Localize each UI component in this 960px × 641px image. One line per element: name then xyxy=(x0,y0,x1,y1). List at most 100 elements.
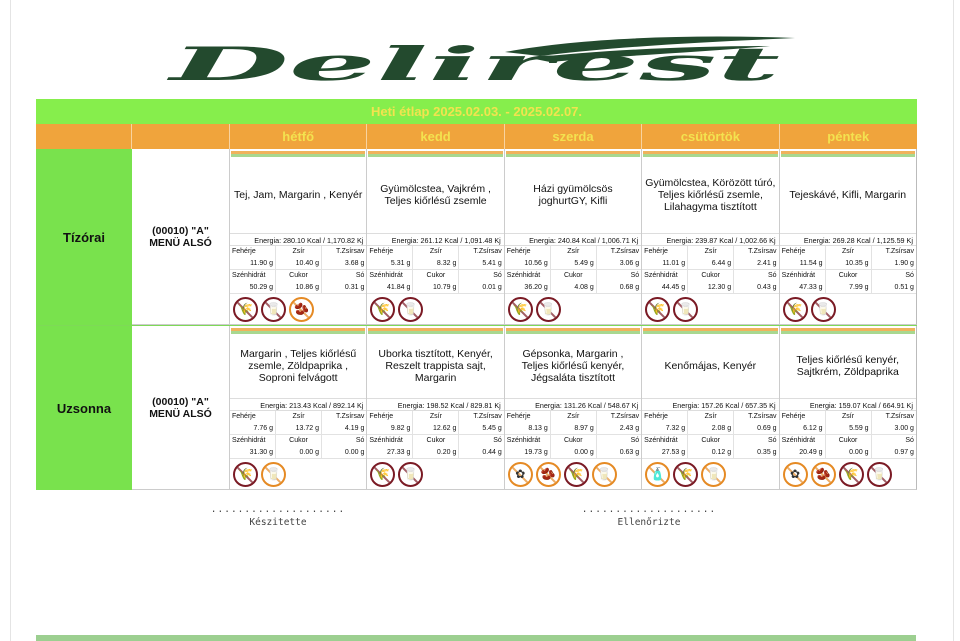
milk-icon: 🥛 xyxy=(261,461,286,487)
menu-cell: Gépsonka, Margarin , Teljes kiőrlésű ken… xyxy=(504,326,643,490)
energy-value: Energia: 280.10 Kcal / 1,170.82 Kj xyxy=(230,233,367,246)
weekly-menu-table: Heti étlap 2025.02.03. - 2025.02.07. hét… xyxy=(36,99,917,490)
sat-fat-value: 5.41 g xyxy=(459,258,504,270)
allergen-glyph: 🥛 xyxy=(403,467,419,481)
nutrient-label: Zsír xyxy=(551,411,597,423)
cell-stripe xyxy=(643,328,778,334)
gluten-icon: 🌾 xyxy=(645,296,671,322)
nutrient-label: Cukor xyxy=(413,435,460,447)
day-header: péntek xyxy=(827,129,870,144)
allergen-glyph: 🌾 xyxy=(568,467,584,481)
nutrient-label: Szénhidrát xyxy=(367,435,414,447)
milk-icon: 🥛 xyxy=(591,461,617,487)
meal-row: Uzsonna (00010) "A" MENÜ ALSÓ Margarin , … xyxy=(36,326,917,490)
menu-cell: Uborka tisztított, Kenyér, Reszelt trapp… xyxy=(367,326,505,490)
nutrition-grid: Fehérje Zsír T.Zsírsav 10.56 g 5.49 g 3.… xyxy=(504,246,642,294)
dish-name: Tejeskávé, Kifli, Margarin xyxy=(789,189,907,201)
cell-stripe xyxy=(231,328,366,334)
nutrient-label: Cukor xyxy=(688,435,735,447)
sugar-value: 10.79 g xyxy=(413,282,460,294)
nutrient-label: Fehérje xyxy=(780,246,826,258)
nutrition-grid: Fehérje Zsír T.Zsírsav 9.82 g 12.62 g 5.… xyxy=(367,411,504,459)
nutrient-label: Zsír xyxy=(688,246,735,258)
soy-icon: 🫘 xyxy=(535,461,561,487)
nutrient-label: Zsír xyxy=(413,246,460,258)
dish-name: Házi gyümölcsös joghurtGY, Kifli xyxy=(533,183,613,207)
nutrition-grid: Fehérje Zsír T.Zsírsav 11.01 g 6.44 g 2.… xyxy=(642,246,779,294)
allergen-glyph: 🫘 xyxy=(540,467,556,481)
menu-cell: Tejeskávé, Kifli, Margarin Energia: 269.… xyxy=(779,149,917,325)
nutrient-label: Só xyxy=(768,437,777,444)
sugar-value: 0.00 g xyxy=(550,447,597,459)
nutrient-label: Szénhidrát xyxy=(780,435,826,447)
nutrition-grid: Fehérje Zsír T.Zsírsav 11.54 g 10.35 g 1… xyxy=(779,246,916,294)
nutrient-label: Fehérje xyxy=(230,246,276,258)
signature-label: Készitette xyxy=(249,517,307,528)
logo-graphic: Delirest xyxy=(164,36,795,90)
logo-text: Delirest xyxy=(164,37,780,90)
carbs-value: 44.45 g xyxy=(642,282,689,294)
nutrient-label: Fehérje xyxy=(230,411,276,423)
dish-name: Tej, Jam, Margarin , Kenyér xyxy=(234,189,363,201)
sat-fat-value: 3.68 g xyxy=(322,258,367,270)
menu-cell: Gyümölcstea, Vajkrém , Teljes kiőrlésű z… xyxy=(367,149,505,325)
carbs-value: 27.33 g xyxy=(367,447,414,459)
sugar-value: 0.00 g xyxy=(276,447,322,459)
menu-cell: Kenőmájas, Kenyér Energia: 157.26 Kcal /… xyxy=(642,326,780,490)
nutrition-grid: Fehérje Zsír T.Zsírsav 11.90 g 10.40 g 3… xyxy=(230,246,367,294)
allergen-glyph: 🌾 xyxy=(375,302,391,316)
nutrient-label: Cukor xyxy=(551,435,597,447)
gluten-icon: 🌾 xyxy=(563,461,589,487)
gluten-icon: 🌾 xyxy=(370,461,396,487)
nutrient-label: Só xyxy=(630,272,640,279)
milk-icon: 🥛 xyxy=(261,296,286,322)
meal-row: Tízórai (00010) "A" MENÜ ALSÓ Tej, Jam, M… xyxy=(36,149,917,325)
protein-value: 7.32 g xyxy=(642,423,689,435)
fat-value: 10.35 g xyxy=(825,258,872,270)
nutrient-label: Só xyxy=(905,272,914,279)
cell-stripe xyxy=(780,328,915,334)
carbs-value: 31.30 g xyxy=(230,447,276,459)
allergen-glyph: 🧴 xyxy=(650,467,666,481)
gluten-icon: 🌾 xyxy=(782,296,808,322)
milk-icon: 🥛 xyxy=(866,461,892,487)
nutrient-label: Fehérje xyxy=(505,411,551,423)
protein-value: 11.90 g xyxy=(230,258,276,270)
fat-value: 5.49 g xyxy=(550,258,597,270)
nutrition-grid: Fehérje Zsír T.Zsírsav 5.31 g 8.32 g 5.4… xyxy=(367,246,504,294)
cell-stripe xyxy=(505,151,641,157)
allergen-glyph: 🌾 xyxy=(787,302,803,316)
nutrient-label: Szénhidrát xyxy=(642,270,689,282)
dish-name: Gyümölcstea, Vajkrém , Teljes kiőrlésű z… xyxy=(380,183,491,207)
allergen-icons: 🌾 🥛 xyxy=(367,459,503,489)
corner-cell xyxy=(36,124,132,149)
nutrient-label: Szénhidrát xyxy=(505,270,551,282)
energy-value: Energia: 261.12 Kcal / 1,091.48 Kj xyxy=(367,233,504,246)
day-header: kedd xyxy=(367,124,505,149)
energy-value: Energia: 157.26 Kcal / 657.35 Kj xyxy=(642,398,779,411)
soy-icon: 🫘 xyxy=(289,296,314,322)
allergen-glyph: 🌾 xyxy=(512,302,528,316)
fat-value: 8.97 g xyxy=(550,423,597,435)
nutrient-label: T.Zsírsav xyxy=(885,248,914,255)
allergen-glyph: 🌾 xyxy=(238,467,253,481)
salt-value: 0.63 g xyxy=(596,447,642,459)
fat-value: 6.44 g xyxy=(688,258,735,270)
gluten-icon: 🌾 xyxy=(233,461,258,487)
sat-fat-value: 0.69 g xyxy=(734,423,779,435)
signature-label: Ellenőrizte xyxy=(617,517,681,528)
nutrient-label: Zsír xyxy=(688,411,735,423)
allergen-icons: ✿ 🫘 🌾 🥛 xyxy=(505,459,641,489)
nutrient-label: Só xyxy=(493,272,502,279)
nutrient-label: Fehérje xyxy=(367,411,414,423)
milk-icon: 🥛 xyxy=(673,296,699,322)
fat-value: 8.32 g xyxy=(413,258,460,270)
allergen-glyph: ✿ xyxy=(515,467,526,481)
milk-icon: 🥛 xyxy=(701,461,727,487)
nutrient-label: Szénhidrát xyxy=(367,270,414,282)
milk-icon: 🥛 xyxy=(398,296,424,322)
day-header: szerda xyxy=(505,124,643,149)
energy-value: Energia: 198.52 Kcal / 829.81 Kj xyxy=(367,398,504,411)
salt-value: 0.44 g xyxy=(459,447,504,459)
nutrient-label: Szénhidrát xyxy=(230,270,276,282)
